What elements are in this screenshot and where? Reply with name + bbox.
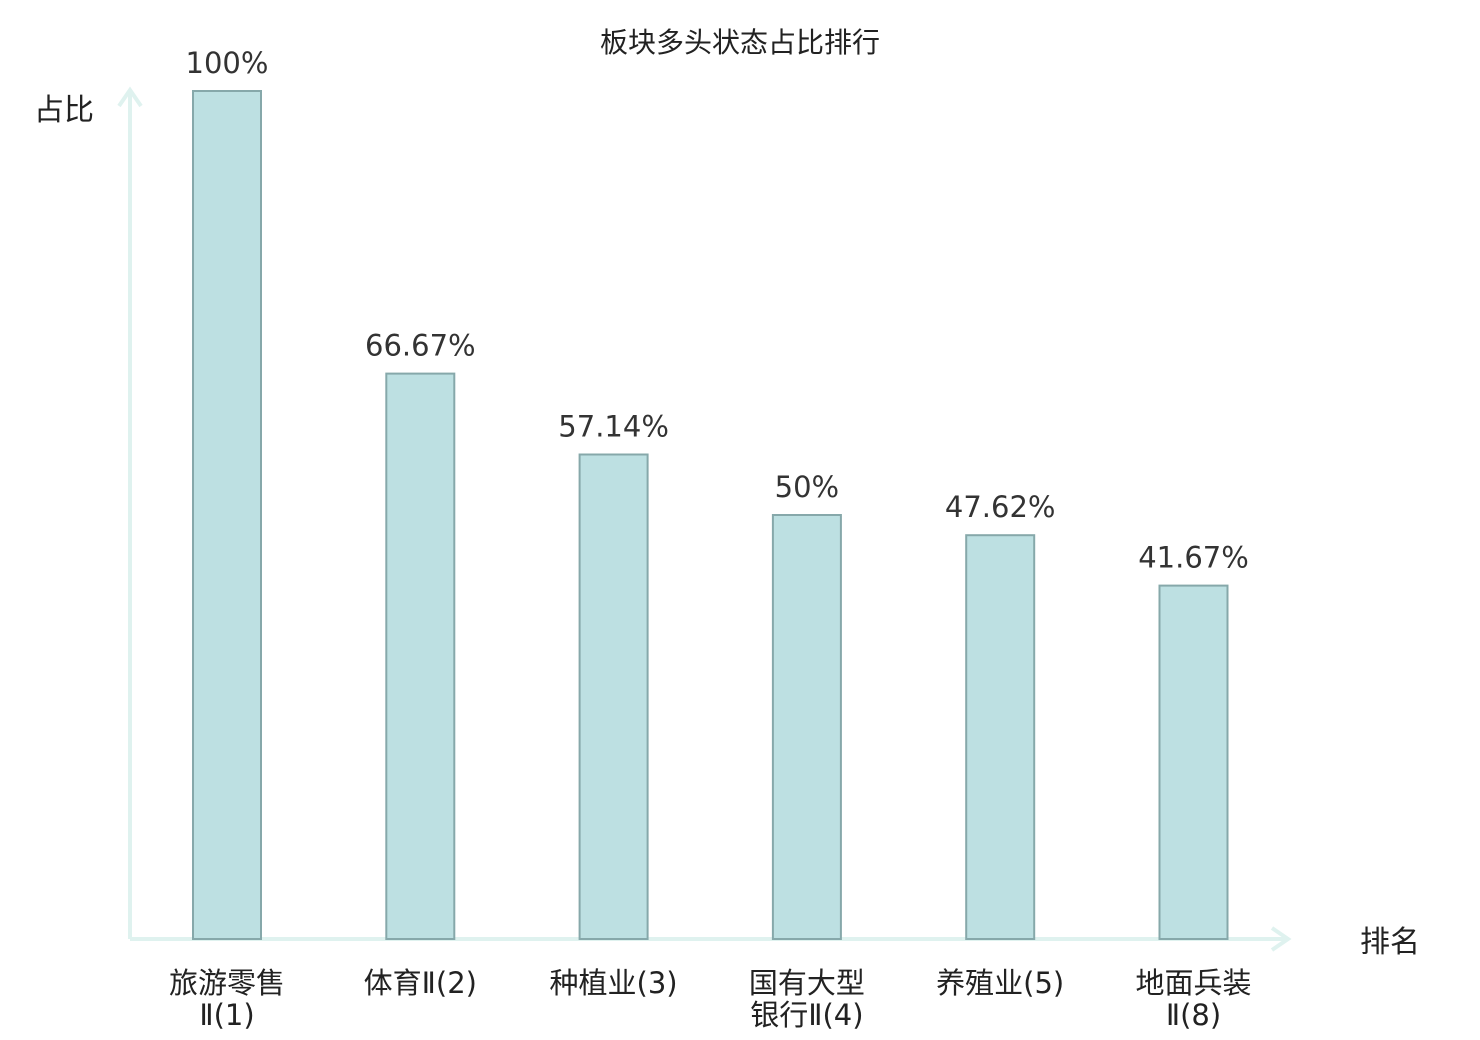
- data-label-5: 47.62%: [945, 490, 1056, 524]
- bar-4: [771, 514, 842, 940]
- category-label-5: 养殖业(5): [936, 966, 1064, 1000]
- bar-3: [578, 453, 649, 940]
- bar-5: [965, 534, 1036, 940]
- chart-title: 板块多头状态占比排行: [600, 26, 880, 59]
- category-label-6-line-1: 地面兵装: [1135, 966, 1251, 1000]
- category-label-4-line-1: 国有大型: [749, 966, 865, 1000]
- bar-2: [385, 372, 456, 941]
- x-axis-arrow: [1270, 926, 1292, 952]
- y-axis-arrow: [117, 86, 143, 108]
- category-label-3: 种植业(3): [550, 966, 678, 1000]
- axes: [117, 86, 1292, 952]
- data-label-1: 100%: [186, 46, 269, 80]
- x-axis-label: 排名: [1360, 925, 1420, 960]
- data-label-2: 66.67%: [365, 329, 476, 363]
- data-label-3: 57.14%: [558, 410, 669, 444]
- category-label-6-line-2: Ⅱ(8): [1166, 998, 1221, 1032]
- category-label-1-line-1: 旅游零售: [169, 966, 285, 1000]
- y-axis-label: 占比: [34, 93, 94, 128]
- bar-1: [192, 90, 262, 940]
- data-labels-group: 100% 66.67% 57.14% 50% 47.62% 41.67%: [186, 46, 1249, 575]
- category-label-1-line-2: Ⅱ(1): [199, 998, 254, 1032]
- category-label-4-line-2: 银行Ⅱ(4): [750, 998, 863, 1032]
- data-label-6: 41.67%: [1138, 541, 1249, 575]
- bars-group: [192, 90, 1229, 941]
- category-label-2: 体育Ⅱ(2): [364, 966, 477, 1000]
- data-label-4: 50%: [775, 470, 839, 504]
- bar-6: [1158, 584, 1229, 940]
